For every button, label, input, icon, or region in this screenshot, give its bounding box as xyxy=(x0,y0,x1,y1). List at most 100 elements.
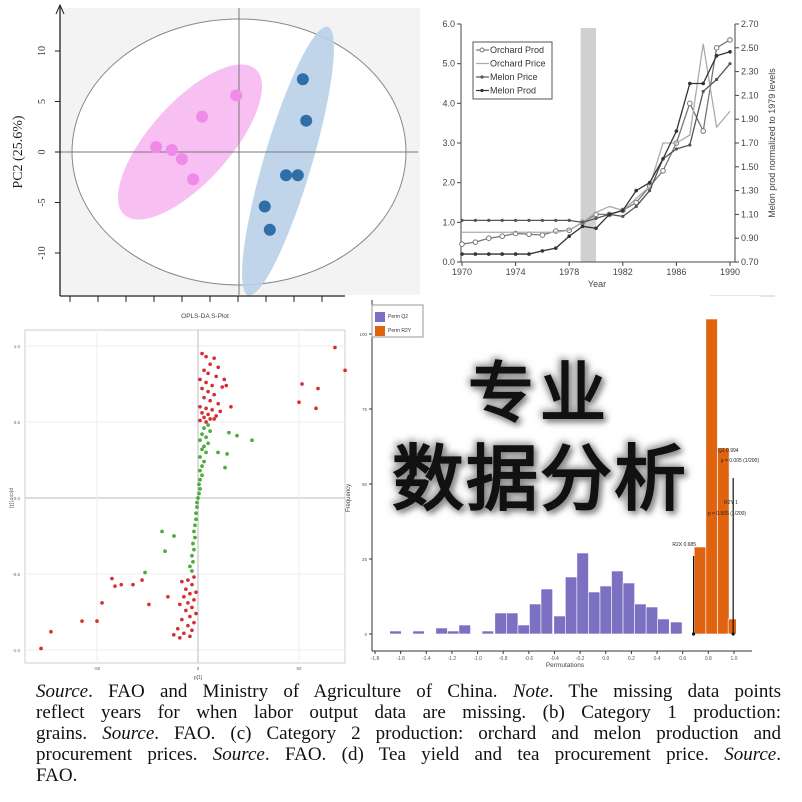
hist-x-tick-label: -1.2 xyxy=(448,656,457,662)
splot-x-axis-label: p[1] xyxy=(194,675,203,681)
line-y2-tick-label: 0.90 xyxy=(741,233,759,243)
splot-point-red xyxy=(200,386,204,391)
splot-point-red xyxy=(80,619,84,623)
splot-point-red xyxy=(182,594,186,599)
splot-point-red xyxy=(194,611,198,616)
q2-annotation: Q2 0.994 xyxy=(718,448,739,454)
line-point xyxy=(634,204,638,209)
splot-point-red xyxy=(188,614,192,619)
splot-point-red xyxy=(188,591,192,596)
splot-x-tick-label: 0 xyxy=(197,666,200,671)
hist-x-tick-label: -1.4 xyxy=(422,656,431,662)
hist-x-tick-label: -0.8 xyxy=(499,656,508,662)
splot-point-red xyxy=(333,345,337,350)
splot-point-green xyxy=(196,496,200,500)
splot-point-red xyxy=(202,395,206,400)
hist-legend-label: Perm Q2 xyxy=(388,314,408,320)
splot-point-green xyxy=(208,429,212,433)
pca-point-group1 xyxy=(230,89,243,102)
line-y2-tick-label: 1.10 xyxy=(741,209,759,219)
splot-point-red xyxy=(212,356,216,360)
line-point xyxy=(514,218,518,222)
line-point xyxy=(486,235,492,241)
hist-x-tick-label: -0.2 xyxy=(576,656,585,662)
pca-point-group2 xyxy=(300,114,313,127)
line-y2-tick-label: 1.30 xyxy=(741,186,759,196)
splot-point-red xyxy=(180,579,184,584)
hist-legend-label: Perm R2Y xyxy=(388,328,412,334)
splot-point-green xyxy=(195,505,199,509)
line-point xyxy=(594,216,598,220)
splot-point-red xyxy=(198,404,202,409)
line-y2-tick-label: 2.10 xyxy=(741,90,759,100)
line-point xyxy=(472,239,479,245)
hist-bar-perm-q2 xyxy=(622,582,635,635)
line-point xyxy=(513,252,518,256)
line-point xyxy=(728,62,732,66)
line-legend-marker xyxy=(480,88,484,93)
caption-line: FAO. xyxy=(36,765,781,786)
pca-y-tick-label: 0 xyxy=(37,150,48,155)
pca-y-axis-arrow-icon xyxy=(55,3,65,15)
splot-y-tick-label: -1.0 xyxy=(12,648,20,653)
line-point xyxy=(660,167,666,174)
line-point xyxy=(540,218,545,222)
permutation-histogram: 0 25 50 75 100 -1.8 -1.6 -1.4 -1.2 -1.0 -0.8 -0.6 -0… xyxy=(346,296,760,672)
splot-point-green xyxy=(206,423,210,427)
line-x-tick-label: 1990 xyxy=(720,267,740,277)
splot-point-red xyxy=(206,412,210,417)
splot-point-red xyxy=(220,385,225,389)
line-y2-tick-label: 2.70 xyxy=(741,19,759,29)
splot-point-red xyxy=(190,628,194,633)
splot-point-red xyxy=(100,601,104,605)
splot-point-red xyxy=(198,377,202,382)
splot-point-red xyxy=(166,594,170,599)
splot-point-red xyxy=(182,631,186,636)
line-y-tick-label: 3.0 xyxy=(442,138,455,148)
line-y2-tick-label: 1.50 xyxy=(741,162,759,172)
caption-line: procurement prices. Source. FAO. (d) Tea… xyxy=(36,744,781,765)
splot-y-tick-label: 0.0 xyxy=(14,496,21,501)
splot-point-red xyxy=(300,382,304,386)
splot-point-red xyxy=(216,365,221,370)
line-point xyxy=(473,218,477,222)
caption-text: reflect years for when labor output data… xyxy=(36,702,781,723)
line-point xyxy=(728,49,732,54)
hist-bar-perm-r2y xyxy=(727,618,737,635)
overlay-title-line1: 专业 xyxy=(468,354,612,432)
line-x-tick-label: 1974 xyxy=(506,267,526,277)
splot-point-red xyxy=(198,418,202,423)
splot-point-red xyxy=(214,414,218,418)
line-point xyxy=(594,226,598,231)
splot-point-green xyxy=(190,569,194,573)
splot-point-red xyxy=(316,386,320,391)
splot-point-green xyxy=(197,491,201,496)
splot-y-tick-label: 0.5 xyxy=(14,420,21,425)
splot-point-red xyxy=(95,619,99,623)
splot-point-red xyxy=(119,582,124,587)
pca-point-group2 xyxy=(291,169,304,182)
line-legend-label: Melon Price xyxy=(490,72,538,82)
splot-point-green xyxy=(172,534,176,538)
hist-bar-perm-q2 xyxy=(565,576,578,635)
caption-line: reflect years for when labor output data… xyxy=(36,702,781,723)
splot-point-red xyxy=(204,406,208,411)
caption-text: grains. xyxy=(36,723,103,744)
line-y2-tick-label: 0.70 xyxy=(741,257,759,267)
hist-bar-perm-r2y xyxy=(705,318,718,635)
hist-x-tick-label: -0.4 xyxy=(550,656,559,662)
splot-point-green xyxy=(194,517,198,522)
splot-point-red xyxy=(224,383,229,388)
line-y-tick-label: 6.0 xyxy=(442,19,455,29)
line-y2-tick-label: 1.70 xyxy=(741,138,759,148)
hist-bar-perm-q2 xyxy=(412,630,425,635)
splot-point-red xyxy=(147,602,151,607)
hist-x-tick-label: -1.0 xyxy=(473,656,482,662)
line-point xyxy=(460,218,464,222)
highlight-band-1979 xyxy=(580,28,596,262)
line-x-tick-label: 1982 xyxy=(613,267,633,277)
hist-x-tick-label: 1.0 xyxy=(730,656,737,662)
line-point xyxy=(567,234,571,239)
hist-x-tick-label: -1.8 xyxy=(371,656,380,662)
